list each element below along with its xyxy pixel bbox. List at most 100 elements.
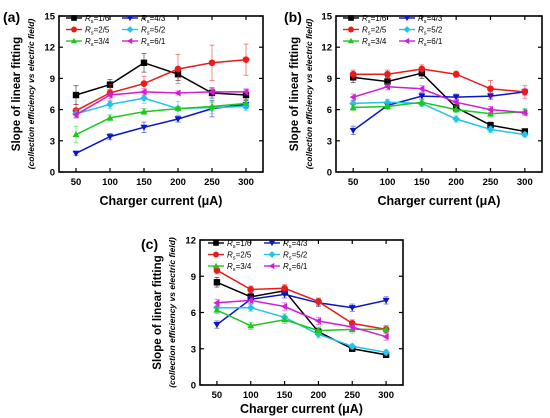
x-tick-label: 150 [414,177,430,188]
legend-item: Rs=5/2 [399,26,443,37]
plot-frame [335,15,543,173]
data-point [174,116,182,123]
data-point [106,100,114,109]
x-tick-label: 50 [348,177,359,188]
legend-swatch-marker [268,251,276,258]
x-axis-title: Charger current (μA) [100,194,223,208]
legend-item: Rs=3/4 [66,37,110,48]
data-point [382,333,389,341]
legend-label: Rs=1/6 [362,14,387,25]
series-line [75,58,247,112]
data-point [486,125,495,134]
legend-item: Rs=2/5 [208,251,252,262]
data-point [72,91,80,99]
y-axis-subtitle: (collection efficiency vs electric field… [26,19,36,170]
series-line [75,97,247,115]
series-Rs-1-6 [349,67,529,135]
legend-item: Rs=6/1 [264,262,308,273]
y-tick-label: 12 [185,236,196,247]
legend-label: Rs=4/3 [418,14,443,25]
y-axis-title: Slope of linear fitting [289,37,301,151]
x-tick-label: 100 [243,390,259,401]
data-point [384,70,391,78]
series-Rs-6-1 [213,296,389,341]
data-point [140,108,148,115]
data-point [208,59,216,67]
x-tick-label: 100 [102,177,118,188]
x-tick-label: 250 [344,390,360,401]
y-tick-label: 3 [191,344,196,355]
data-point [452,106,460,113]
series-Rs-5-2 [349,98,529,139]
series-line [216,269,387,331]
x-tick-label: 250 [204,177,220,188]
y-tick-label: 9 [327,74,332,85]
data-point [281,302,288,310]
y-tick-label: 6 [191,308,196,319]
series-Rs-6-1 [349,83,528,117]
data-point [106,114,114,121]
legend-label: Rs=2/5 [85,26,110,37]
legend-swatch-marker [403,37,410,45]
data-point [246,303,255,312]
data-point [452,70,460,78]
y-tick-label: 9 [50,74,55,85]
x-axis-title: Charger current (μA) [240,402,363,416]
data-point [314,317,321,325]
series-Rs-4-3 [213,290,390,329]
legend-label: Rs=3/4 [362,37,387,48]
legend-item: Rs=1/6 [343,14,387,25]
data-point [382,325,390,332]
data-point [418,85,425,93]
data-point [349,99,358,108]
series-Rs-6-1 [72,88,249,119]
data-point [242,99,250,106]
series-line [75,103,247,154]
data-point [521,109,528,117]
y-axis-subtitle: (collection efficiency vs electric field… [304,19,314,170]
data-point [348,305,356,312]
legend-swatch-marker [348,15,354,21]
y-tick-label: 6 [327,105,332,116]
data-point [208,88,215,96]
x-tick-label: 200 [448,177,464,188]
legend-swatch-marker [403,15,411,22]
panel-label: (b) [284,9,302,25]
series-Rs-3-4 [72,98,250,144]
legend-item: Rs=4/3 [122,14,166,25]
data-point [521,88,529,96]
series-Rs-2-5 [349,64,529,99]
legend-label: Rs=4/3 [283,239,308,250]
data-point [140,94,148,102]
data-point [486,106,494,114]
y-axis-subtitle: (collection efficiency vs electric field… [167,237,177,388]
data-point [418,98,426,105]
legend-item: Rs=1/6 [66,14,110,25]
data-point [486,110,495,117]
panel-c: (c) 0 3 6 9 12 50 100 150 200 250 300 Charger curren… [141,236,404,416]
y-tick-label: 3 [50,136,55,147]
series-line [353,68,525,93]
data-point [213,279,221,286]
x-tick-label: 50 [71,177,82,188]
plot-frame [58,15,264,173]
legend-item: Rs=4/3 [264,239,308,250]
x-tick-label: 100 [380,177,396,188]
data-point [349,93,356,101]
legend-swatch-marker [71,15,77,21]
legend-label: Rs=2/5 [227,251,252,262]
data-point [106,91,113,99]
data-point [140,124,148,131]
data-point [247,286,255,293]
series-Rs-2-5 [213,266,390,334]
y-axis-title: Slope of linear fitting [152,255,164,369]
legend-swatch-marker [126,26,134,33]
legend-swatch-marker [126,15,134,22]
legend-swatch-marker [70,37,78,44]
legend-swatch-marker [71,26,77,33]
data-point [382,348,390,357]
data-point [452,115,461,123]
series-Rs-4-3 [72,99,250,157]
data-point [247,296,254,304]
series-line [216,293,387,326]
